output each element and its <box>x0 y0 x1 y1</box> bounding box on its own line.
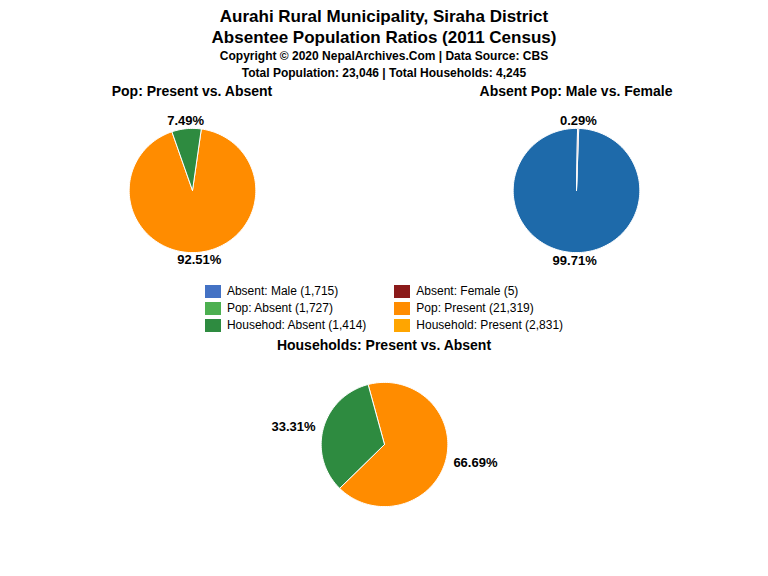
svg-text:33.31%: 33.31% <box>272 419 317 434</box>
svg-text:99.71%: 99.71% <box>553 253 598 268</box>
html-text:Pop: Absent (1,727): Pop: Absent (1,727) <box>226 301 333 315</box>
html-text:Households: Present vs. Absent: Households: Present vs. Absent <box>276 337 492 353</box>
html-text:Absent Pop: Male vs. Female: Absent Pop: Male vs. Female <box>479 83 673 99</box>
html-text:Household: Present (2,831): Household: Present (2,831) <box>416 318 564 332</box>
html-text:Aurahi Rural Municipality, Sir: Aurahi Rural Municipality, Siraha Distri… <box>219 7 549 26</box>
html-text:Househod: Absent (1,414): Househod: Absent (1,414) <box>226 318 367 332</box>
svg-text:0.29%: 0.29% <box>560 113 597 128</box>
svg-text:92.51%: 92.51% <box>177 252 222 267</box>
svg-text:7.49%: 7.49% <box>167 113 204 128</box>
html-text:Total Population: 23,046 | Tot: Total Population: 23,046 | Total Househo… <box>241 66 527 80</box>
html-text:Pop: Present (21,319): Pop: Present (21,319) <box>416 301 534 315</box>
html-text:Copyright © 2020 NepalArchives: Copyright © 2020 NepalArchives.Com | Dat… <box>219 49 549 63</box>
html-text:Absent: Male (1,715): Absent: Male (1,715) <box>226 284 339 298</box>
html-text:Absentee Population Ratios (20: Absentee Population Ratios (2011 Census) <box>211 28 557 47</box>
html-text:Pop: Present vs. Absent: Pop: Present vs. Absent <box>111 83 273 99</box>
svg-text:66.69%: 66.69% <box>453 455 498 470</box>
html-text:Absent: Female (5): Absent: Female (5) <box>416 284 519 298</box>
